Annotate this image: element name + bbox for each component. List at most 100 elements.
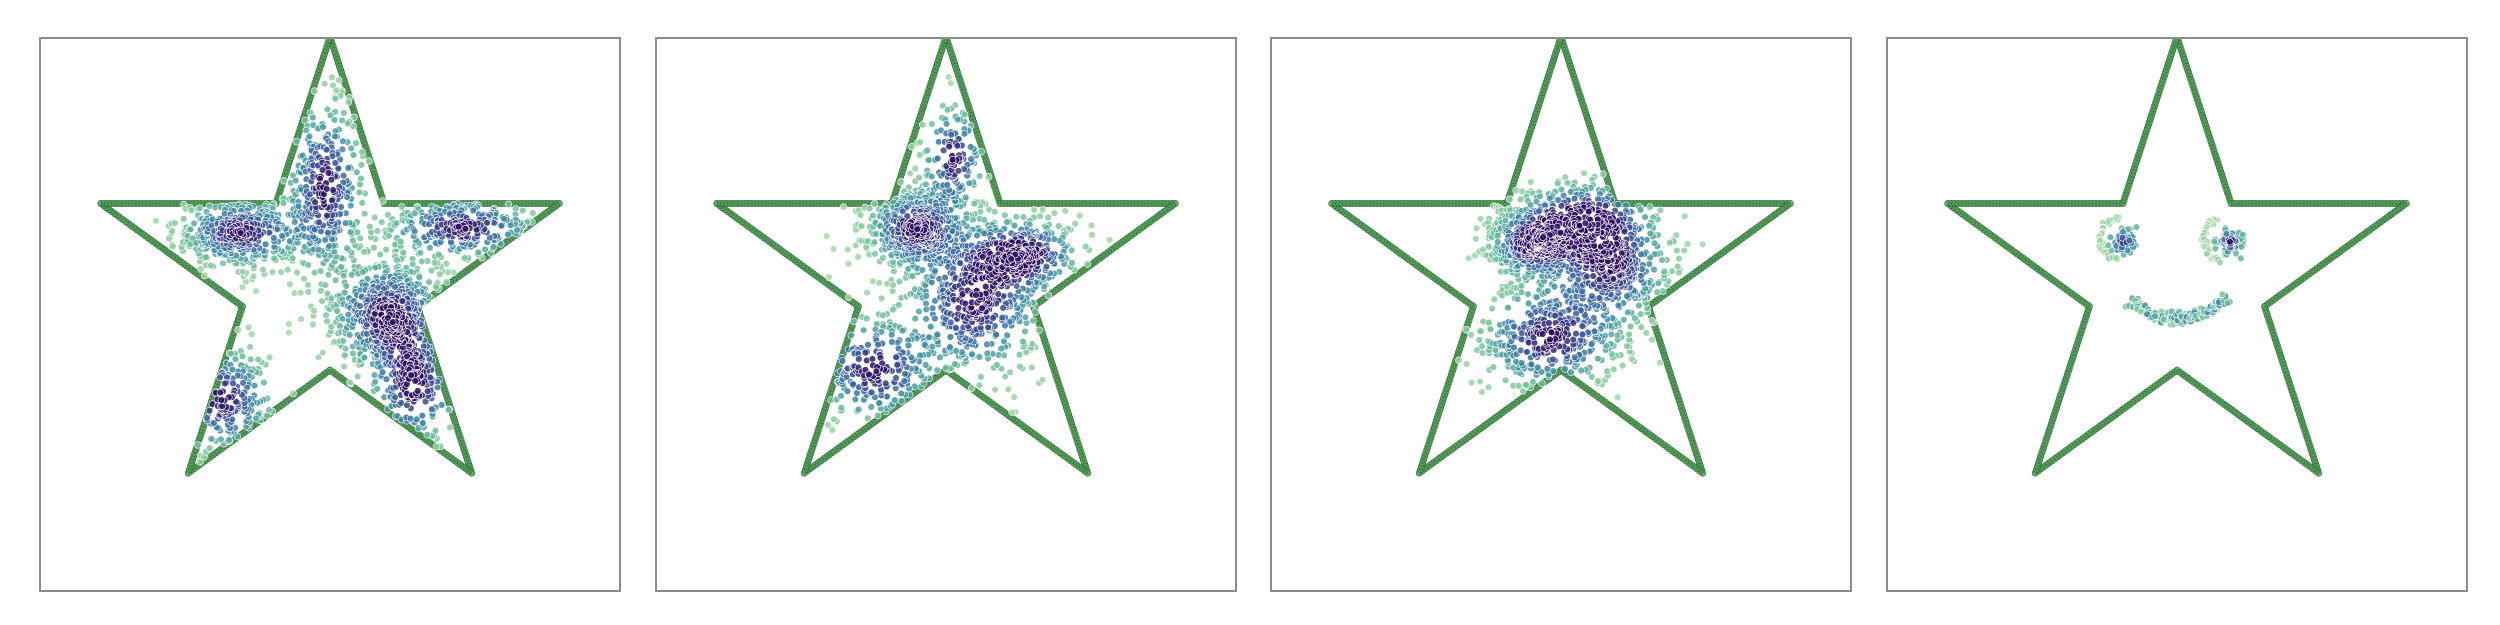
data-point — [343, 244, 351, 252]
data-point — [918, 266, 927, 274]
data-point — [892, 353, 900, 361]
data-point — [975, 353, 984, 361]
data-point — [889, 306, 897, 314]
data-point — [504, 230, 512, 239]
data-point — [888, 331, 896, 339]
data-point — [1008, 408, 1016, 416]
data-point — [976, 172, 984, 180]
data-point — [411, 377, 419, 385]
data-point — [349, 236, 357, 245]
data-point — [991, 208, 999, 216]
data-point — [346, 331, 354, 339]
data-point — [304, 281, 312, 289]
boundary-point — [941, 39, 949, 44]
data-point — [1001, 211, 1009, 219]
data-point — [980, 229, 988, 238]
data-point — [403, 401, 411, 409]
data-point — [928, 120, 936, 128]
data-point — [202, 253, 210, 261]
data-point — [285, 329, 293, 337]
data-point — [337, 263, 345, 271]
data-point — [270, 234, 278, 242]
data-point — [196, 204, 204, 212]
data-point — [972, 291, 980, 299]
data-point — [331, 159, 339, 167]
data-point — [360, 354, 369, 362]
data-point — [239, 268, 247, 276]
data-point — [186, 225, 195, 234]
data-point — [888, 338, 896, 346]
data-point — [952, 324, 960, 332]
data-point — [339, 137, 347, 145]
data-point — [261, 240, 270, 249]
data-point — [322, 145, 331, 154]
data-point — [1038, 376, 1047, 384]
data-point — [943, 106, 952, 114]
data-point — [259, 265, 267, 274]
data-point — [977, 373, 985, 381]
data-point — [965, 179, 973, 187]
data-point — [393, 256, 401, 264]
data-point — [320, 79, 329, 88]
data-point — [922, 305, 930, 314]
data-point — [344, 310, 353, 319]
data-point — [875, 279, 884, 287]
data-point — [897, 389, 905, 398]
data-point — [340, 109, 348, 117]
data-point — [864, 414, 872, 422]
data-point — [342, 282, 350, 290]
data-point — [975, 381, 983, 389]
data-point — [879, 254, 887, 262]
data-point — [361, 210, 369, 218]
data-point — [865, 370, 873, 378]
data-point — [854, 405, 863, 414]
data-point — [954, 115, 962, 124]
data-point — [311, 198, 319, 206]
data-point — [252, 414, 260, 423]
data-point — [197, 265, 205, 273]
data-point — [844, 260, 853, 268]
data-point — [234, 326, 242, 334]
data-point — [427, 266, 436, 275]
data-point — [358, 199, 366, 207]
data-point — [1007, 255, 1015, 263]
data-point — [999, 304, 1007, 312]
data-point — [314, 353, 323, 361]
data-point — [947, 79, 955, 87]
data-point — [922, 315, 930, 323]
data-point — [314, 245, 323, 254]
data-point — [927, 323, 935, 331]
data-point — [373, 227, 382, 235]
data-point — [951, 360, 959, 368]
data-point — [423, 431, 431, 439]
data-point — [931, 314, 939, 323]
data-point — [916, 351, 924, 360]
data-point — [893, 361, 901, 369]
data-point — [982, 282, 990, 291]
data-point — [1055, 222, 1063, 230]
data-point — [278, 232, 286, 240]
data-point — [854, 253, 862, 261]
data-point — [1057, 252, 1065, 261]
data-point — [1044, 291, 1053, 300]
data-point — [317, 267, 325, 275]
data-point — [379, 197, 387, 205]
data-point — [219, 259, 227, 268]
data-point — [947, 130, 955, 139]
data-point — [331, 276, 340, 284]
data-point — [152, 217, 160, 225]
data-point — [297, 315, 305, 323]
data-point — [373, 385, 381, 393]
data-point — [871, 250, 879, 258]
data-point — [993, 361, 1001, 369]
data-point — [872, 367, 881, 375]
data-point — [379, 368, 387, 376]
data-point — [1006, 368, 1014, 376]
data-point — [829, 245, 838, 253]
data-point — [1003, 331, 1011, 340]
data-point — [289, 389, 297, 398]
data-point — [324, 228, 332, 237]
data-point — [868, 388, 876, 397]
data-point — [347, 201, 355, 210]
data-point — [310, 87, 319, 95]
